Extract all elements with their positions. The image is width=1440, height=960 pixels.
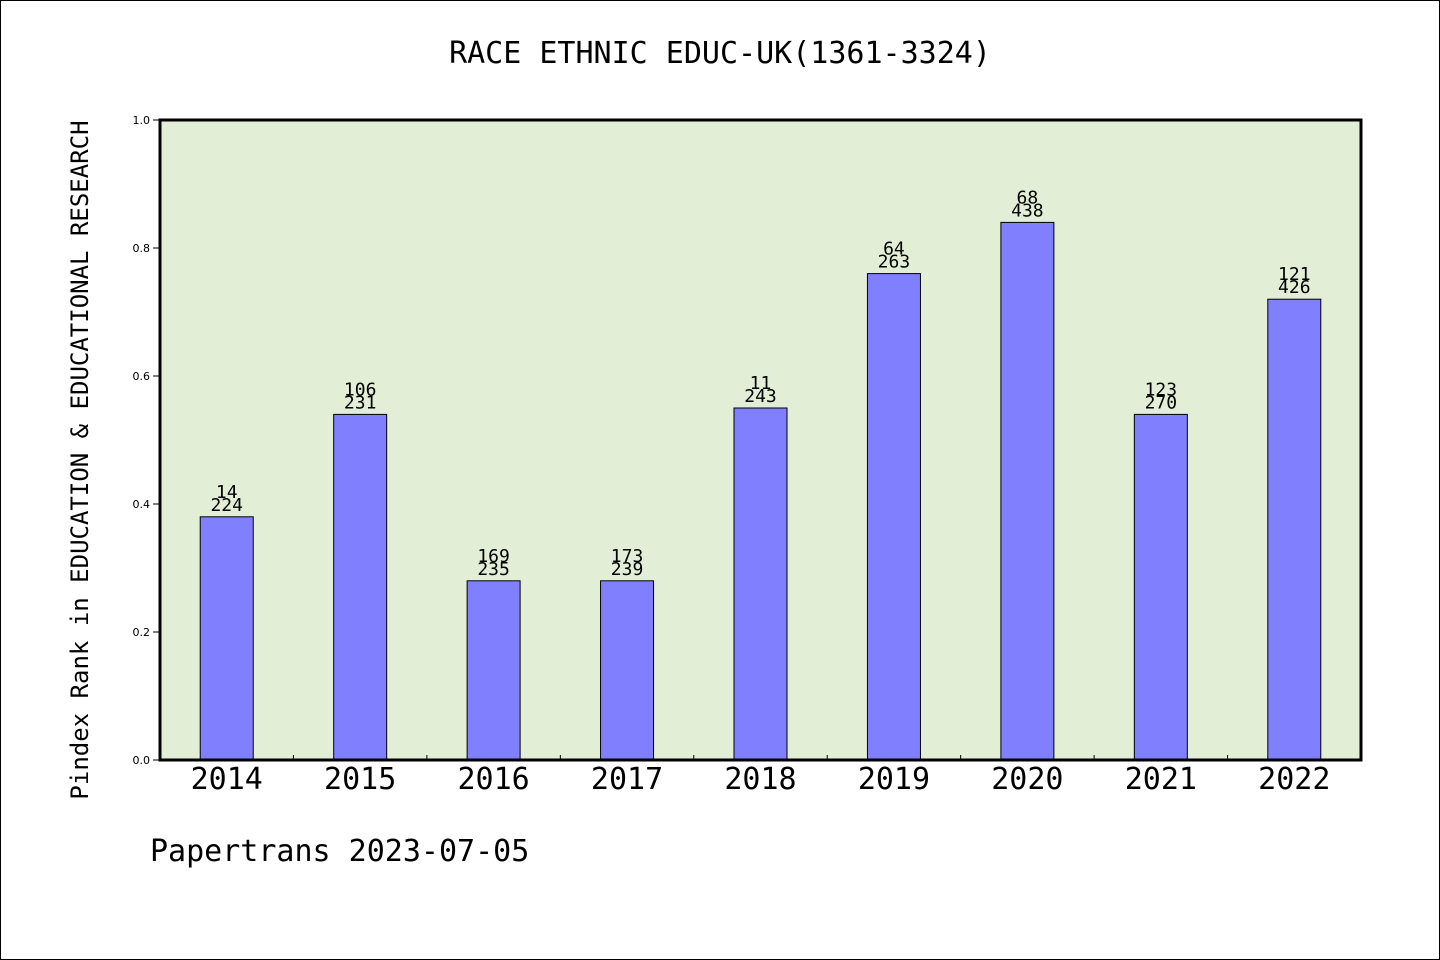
bar-label-top: 173 (611, 546, 644, 567)
bar-label-top: 11 (750, 373, 772, 394)
bar-label-bottom: 438 (1011, 200, 1044, 221)
footer-credit: Papertrans 2023-07-05 (150, 834, 530, 869)
plot-border (158, 118, 1363, 762)
bar-label-bottom: 231 (344, 392, 377, 413)
bar-label-top: 14 (216, 482, 238, 503)
bar-label-bottom: 426 (1278, 277, 1311, 298)
x-tick-label: 2020 (991, 762, 1063, 797)
bar (466, 580, 521, 761)
bar-label-bottom: 263 (878, 252, 911, 273)
bar (199, 516, 254, 761)
bar-label-top: 106 (344, 379, 377, 400)
x-axis-labels: 2014 2015 2016 2017 2018 2019 2020 2021 2022 (191, 762, 1331, 797)
bar (333, 413, 388, 761)
x-tick-label: 2017 (591, 762, 663, 797)
y-tick-label: 0.0 (133, 754, 151, 767)
bar-label-bottom: 270 (1145, 392, 1178, 413)
bar-label-bottom: 243 (744, 386, 777, 407)
x-tick-label: 2021 (1125, 762, 1197, 797)
y-tick-label: 0.8 (133, 242, 151, 255)
y-tick-label: 0.4 (133, 498, 151, 511)
bar-label-top: 123 (1145, 379, 1178, 400)
bar (733, 407, 788, 761)
y-tick-label: 0.2 (133, 626, 151, 639)
x-tick-label: 2014 (191, 762, 263, 797)
y-tick-label: 1.0 (133, 114, 151, 127)
bar-label-top: 68 (1017, 187, 1039, 208)
bar (1267, 298, 1322, 761)
bar-label-top: 121 (1278, 264, 1311, 285)
bar (1133, 413, 1188, 761)
bar-label-top: 169 (477, 546, 510, 567)
bar (1000, 221, 1055, 761)
bar (866, 273, 921, 761)
bars (199, 221, 1322, 761)
x-tick-label: 2018 (724, 762, 796, 797)
bar-label-bottom: 235 (477, 559, 510, 580)
bar-label-bottom: 239 (611, 559, 644, 580)
x-tick-label: 2015 (324, 762, 396, 797)
chart-title: RACE ETHNIC EDUC-UK(1361-3324) (449, 36, 991, 71)
y-tick-label: 0.6 (133, 370, 151, 383)
bar-label-top: 64 (883, 239, 905, 260)
x-tick-label: 2016 (457, 762, 529, 797)
y-axis-ticks: 0.0 0.2 0.4 0.6 0.8 1.0 (133, 114, 160, 767)
x-tick-label: 2019 (858, 762, 930, 797)
x-tick-label: 2022 (1258, 762, 1330, 797)
bar (600, 580, 655, 761)
bar-label-bottom: 224 (210, 495, 243, 516)
